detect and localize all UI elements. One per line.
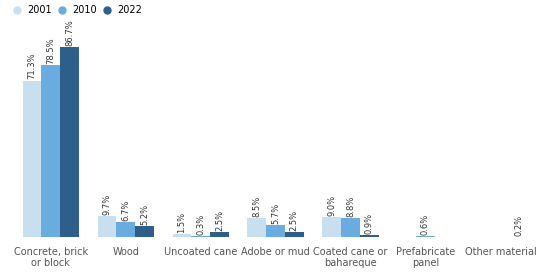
Bar bbox=[341, 218, 360, 237]
Bar bbox=[23, 81, 41, 237]
Bar bbox=[191, 236, 210, 237]
Text: 9.0%: 9.0% bbox=[327, 195, 336, 216]
Text: 71.3%: 71.3% bbox=[28, 53, 37, 79]
Bar bbox=[117, 222, 135, 237]
Text: 9.7%: 9.7% bbox=[102, 193, 112, 215]
Bar bbox=[98, 216, 117, 237]
Text: 8.5%: 8.5% bbox=[252, 196, 261, 217]
Text: 2.5%: 2.5% bbox=[215, 209, 224, 230]
Text: 78.5%: 78.5% bbox=[46, 37, 56, 64]
Bar bbox=[135, 226, 154, 237]
Text: 0.6%: 0.6% bbox=[421, 213, 430, 235]
Bar bbox=[60, 47, 79, 237]
Bar bbox=[360, 235, 378, 237]
Text: 5.7%: 5.7% bbox=[271, 202, 280, 224]
Bar bbox=[322, 217, 341, 237]
Bar bbox=[173, 234, 191, 237]
Text: 0.2%: 0.2% bbox=[515, 215, 524, 236]
Text: 5.2%: 5.2% bbox=[140, 204, 149, 225]
Bar bbox=[285, 232, 304, 237]
Bar bbox=[210, 232, 229, 237]
Text: 0.9%: 0.9% bbox=[365, 213, 374, 234]
Legend: 2001, 2010, 2022: 2001, 2010, 2022 bbox=[14, 5, 142, 15]
Text: 0.3%: 0.3% bbox=[196, 214, 205, 235]
Bar bbox=[416, 236, 435, 237]
Text: 86.7%: 86.7% bbox=[65, 19, 74, 46]
Text: 6.7%: 6.7% bbox=[121, 200, 130, 221]
Text: 8.8%: 8.8% bbox=[346, 195, 355, 217]
Bar bbox=[266, 225, 285, 237]
Text: 1.5%: 1.5% bbox=[178, 212, 186, 233]
Bar bbox=[248, 218, 266, 237]
Bar bbox=[41, 65, 60, 237]
Text: 2.5%: 2.5% bbox=[290, 209, 299, 230]
